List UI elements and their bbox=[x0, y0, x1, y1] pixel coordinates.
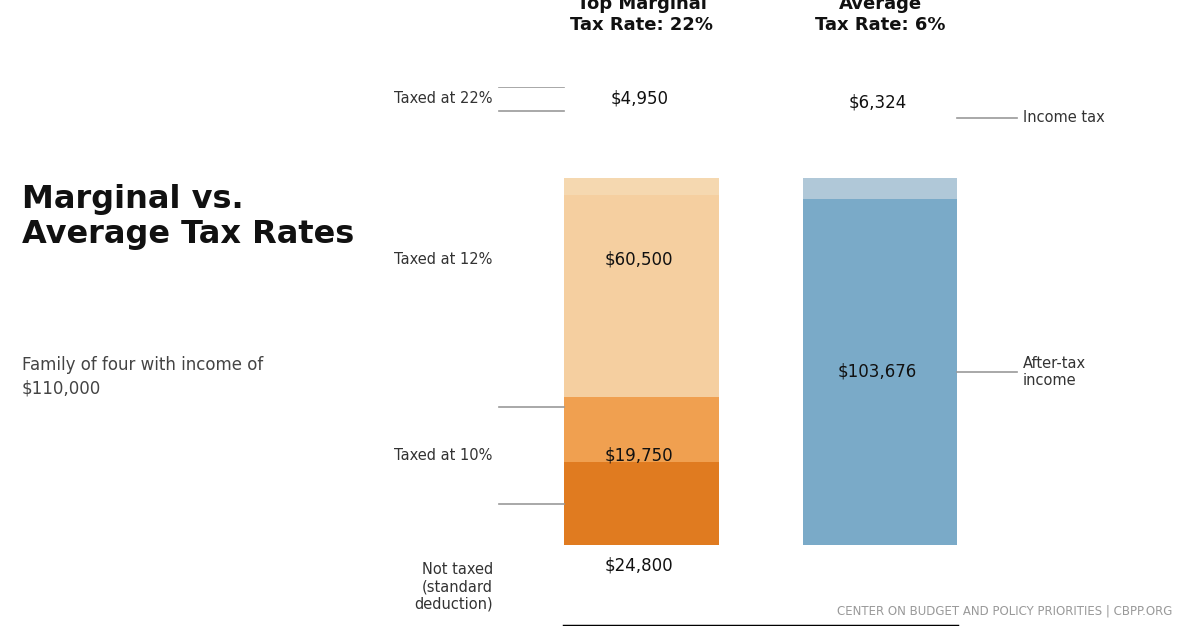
Text: $24,800: $24,800 bbox=[605, 556, 673, 574]
Text: After-tax
income: After-tax income bbox=[1024, 355, 1086, 388]
Bar bbox=[803, 200, 958, 545]
Text: Average
Tax Rate: 6%: Average Tax Rate: 6% bbox=[815, 0, 946, 34]
Text: $103,676: $103,676 bbox=[838, 363, 917, 381]
Text: CENTER ON BUDGET AND POLICY PRIORITIES | CBPP.ORG: CENTER ON BUDGET AND POLICY PRIORITIES |… bbox=[836, 605, 1172, 618]
Text: Taxed at 10%: Taxed at 10% bbox=[395, 449, 493, 463]
Text: Taxed at 22%: Taxed at 22% bbox=[395, 91, 493, 106]
Text: Income tax: Income tax bbox=[1024, 110, 1105, 125]
Bar bbox=[564, 178, 719, 195]
Text: Marginal vs.
Average Tax Rates: Marginal vs. Average Tax Rates bbox=[22, 184, 354, 251]
Text: Family of four with income of
$110,000: Family of four with income of $110,000 bbox=[22, 356, 263, 398]
Text: Taxed at 12%: Taxed at 12% bbox=[395, 251, 493, 266]
Text: $4,950: $4,950 bbox=[611, 89, 668, 108]
Text: $6,324: $6,324 bbox=[848, 93, 907, 111]
Bar bbox=[803, 178, 958, 200]
Text: Not taxed
(standard
deduction): Not taxed (standard deduction) bbox=[414, 562, 493, 612]
Bar bbox=[564, 462, 719, 545]
Bar bbox=[564, 396, 719, 462]
Text: $19,750: $19,750 bbox=[605, 447, 673, 465]
Text: $60,500: $60,500 bbox=[605, 250, 673, 268]
Text: Top Marginal
Tax Rate: 22%: Top Marginal Tax Rate: 22% bbox=[570, 0, 713, 34]
Bar bbox=[564, 195, 719, 396]
